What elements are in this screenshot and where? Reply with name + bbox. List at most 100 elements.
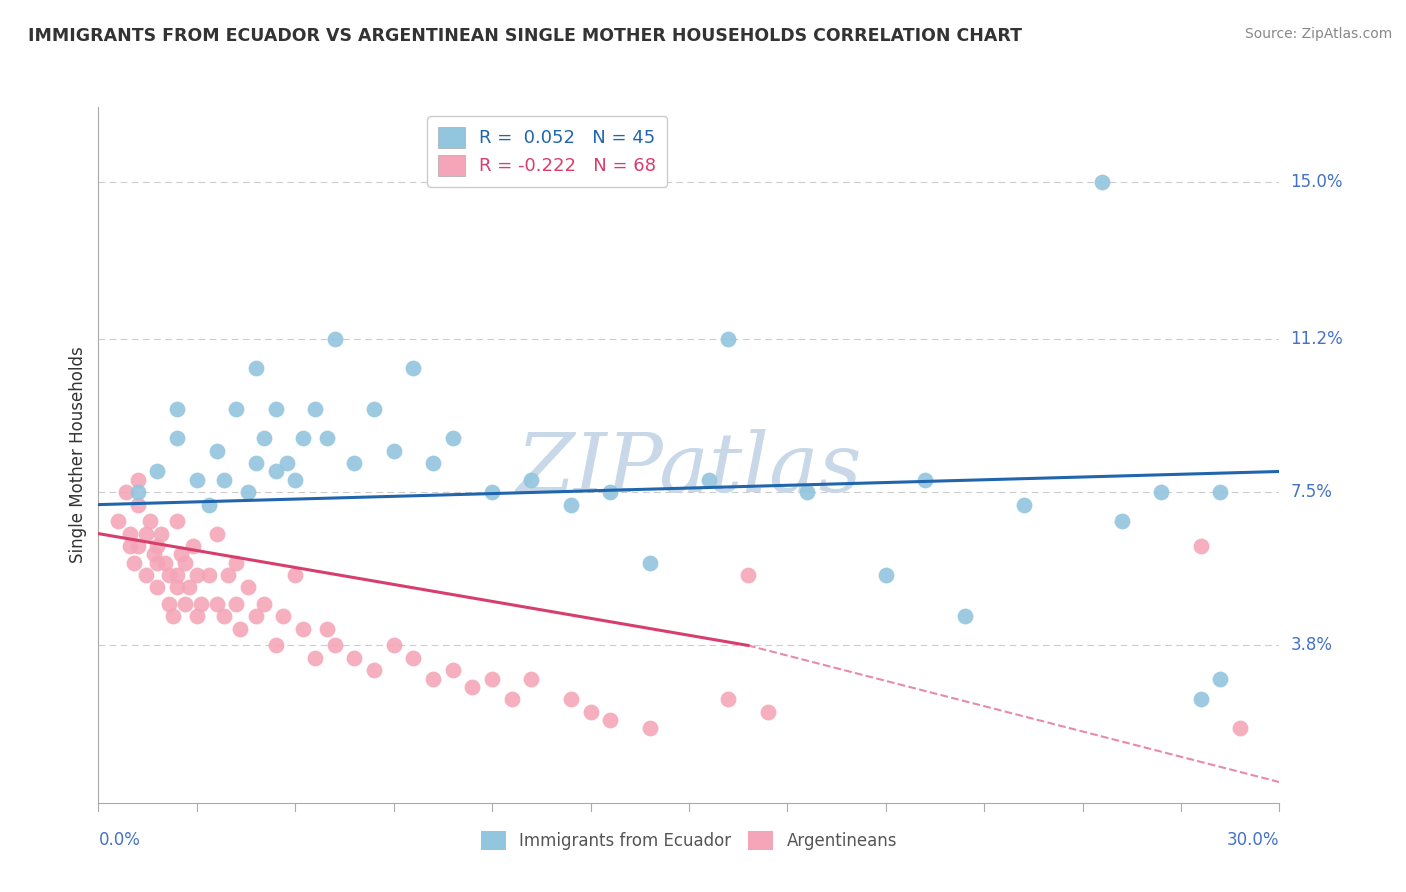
Point <box>402 651 425 665</box>
Point <box>118 539 141 553</box>
Point <box>560 498 582 512</box>
Point <box>135 568 157 582</box>
Point <box>107 514 129 528</box>
Text: 30.0%: 30.0% <box>1227 830 1279 848</box>
Point <box>245 609 267 624</box>
Point <box>264 639 287 653</box>
Point <box>146 556 169 570</box>
Point <box>1209 485 1232 500</box>
Point <box>638 721 661 735</box>
Point <box>253 597 276 611</box>
Text: 7.5%: 7.5% <box>1291 483 1333 501</box>
Point <box>638 556 661 570</box>
Point <box>284 473 307 487</box>
Point <box>229 622 252 636</box>
Point <box>343 456 366 470</box>
Point <box>756 705 779 719</box>
Point <box>177 581 200 595</box>
Point <box>205 526 228 541</box>
Point <box>162 609 184 624</box>
Point <box>461 680 484 694</box>
Point <box>273 609 295 624</box>
Point <box>166 514 188 528</box>
Point <box>422 672 444 686</box>
Point <box>127 498 149 512</box>
Point <box>284 568 307 582</box>
Point <box>304 402 326 417</box>
Point <box>382 443 405 458</box>
Point <box>343 651 366 665</box>
Point <box>520 473 543 487</box>
Point <box>157 568 180 582</box>
Point <box>323 332 346 346</box>
Point <box>697 473 720 487</box>
Point <box>225 402 247 417</box>
Point <box>796 485 818 500</box>
Point <box>441 431 464 445</box>
Point <box>115 485 138 500</box>
Point <box>186 568 208 582</box>
Point <box>382 639 405 653</box>
Point <box>174 597 197 611</box>
Point <box>292 622 315 636</box>
Point <box>914 473 936 487</box>
Point <box>214 473 236 487</box>
Point <box>315 622 337 636</box>
Legend: Immigrants from Ecuador, Argentineans: Immigrants from Ecuador, Argentineans <box>474 824 904 857</box>
Point <box>1189 539 1212 553</box>
Text: Source: ZipAtlas.com: Source: ZipAtlas.com <box>1244 27 1392 41</box>
Text: ZIPatlas: ZIPatlas <box>516 429 862 508</box>
Point <box>560 692 582 706</box>
Point <box>214 609 236 624</box>
Point <box>441 663 464 677</box>
Text: 11.2%: 11.2% <box>1291 330 1343 348</box>
Point <box>146 581 169 595</box>
Point <box>236 485 259 500</box>
Point <box>138 514 160 528</box>
Point <box>875 568 897 582</box>
Point <box>1012 498 1035 512</box>
Point <box>1189 692 1212 706</box>
Point <box>146 539 169 553</box>
Point <box>127 485 149 500</box>
Point <box>292 431 315 445</box>
Point <box>264 402 287 417</box>
Point <box>205 597 228 611</box>
Point <box>599 485 621 500</box>
Point <box>402 361 425 376</box>
Point <box>599 713 621 727</box>
Point <box>217 568 239 582</box>
Point <box>150 526 173 541</box>
Point <box>186 609 208 624</box>
Text: IMMIGRANTS FROM ECUADOR VS ARGENTINEAN SINGLE MOTHER HOUSEHOLDS CORRELATION CHAR: IMMIGRANTS FROM ECUADOR VS ARGENTINEAN S… <box>28 27 1022 45</box>
Point <box>181 539 204 553</box>
Point <box>363 663 385 677</box>
Point <box>190 597 212 611</box>
Point <box>1091 175 1114 189</box>
Point <box>501 692 523 706</box>
Point <box>170 547 193 561</box>
Y-axis label: Single Mother Households: Single Mother Households <box>69 347 87 563</box>
Point <box>166 431 188 445</box>
Point <box>253 431 276 445</box>
Point <box>1229 721 1251 735</box>
Point <box>520 672 543 686</box>
Point <box>579 705 602 719</box>
Point <box>127 539 149 553</box>
Point <box>1209 672 1232 686</box>
Point <box>245 456 267 470</box>
Point <box>1111 514 1133 528</box>
Point <box>118 526 141 541</box>
Point <box>264 465 287 479</box>
Point <box>155 556 177 570</box>
Point <box>717 692 740 706</box>
Point <box>422 456 444 470</box>
Point <box>323 639 346 653</box>
Point <box>166 581 188 595</box>
Point <box>157 597 180 611</box>
Point <box>481 485 503 500</box>
Point <box>166 568 188 582</box>
Point <box>245 361 267 376</box>
Point <box>717 332 740 346</box>
Text: 0.0%: 0.0% <box>98 830 141 848</box>
